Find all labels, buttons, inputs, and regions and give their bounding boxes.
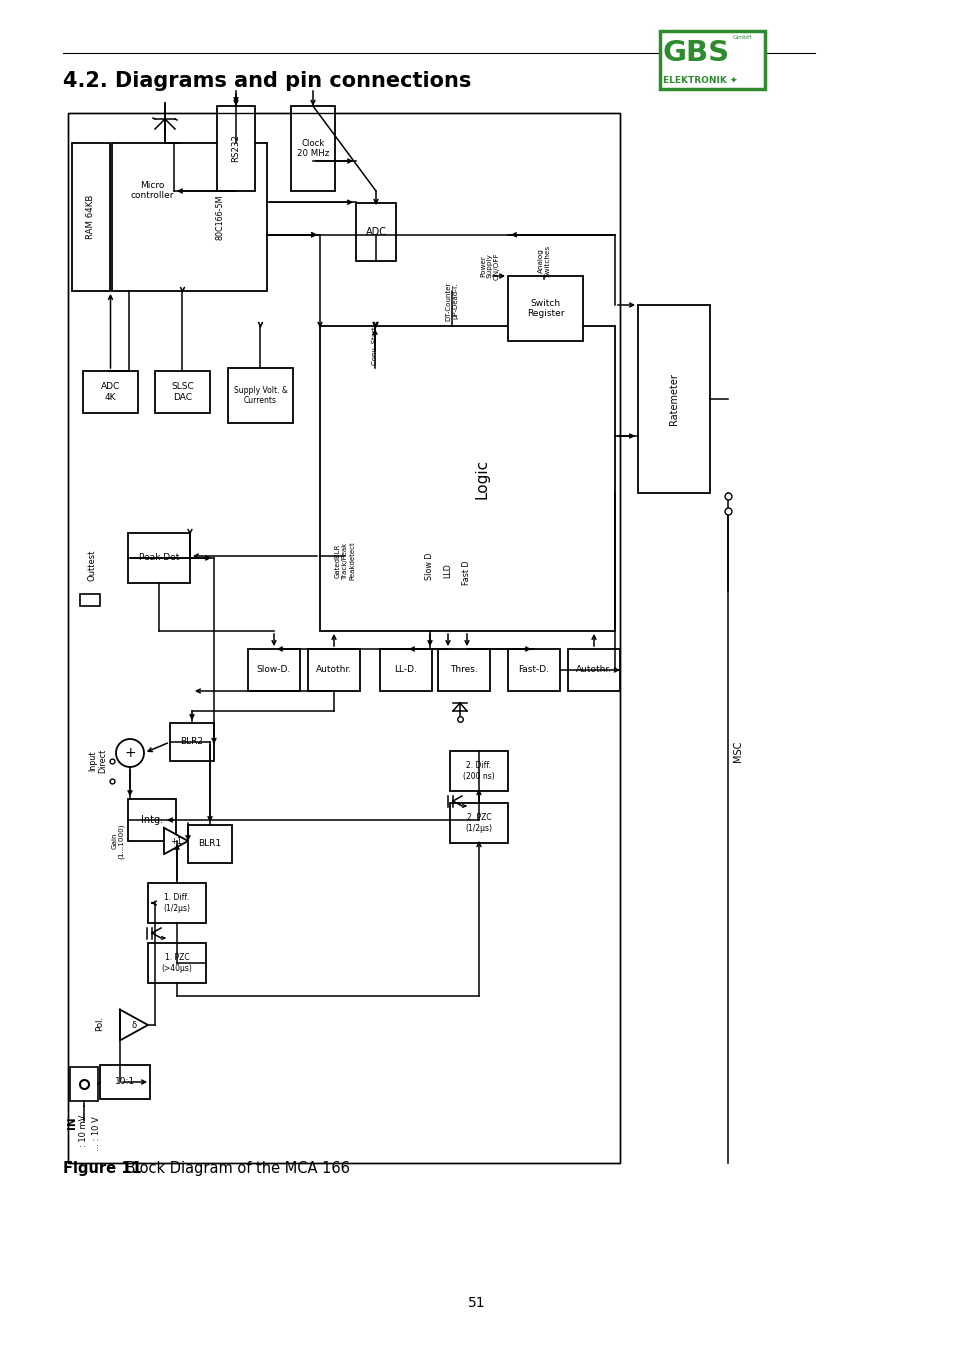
Text: 4.2. Diagrams and pin connections: 4.2. Diagrams and pin connections: [63, 72, 471, 91]
Text: 80C166-5M: 80C166-5M: [215, 195, 225, 239]
Text: Power
Supply
ON/OFF: Power Supply ON/OFF: [479, 253, 499, 280]
Text: Figure 11: Figure 11: [63, 1161, 142, 1175]
Bar: [83, 372, 138, 413]
Text: δ: δ: [132, 1020, 136, 1029]
Bar: [170, 723, 213, 761]
Text: SLSC
DAC: SLSC DAC: [171, 382, 193, 401]
Text: LLD: LLD: [443, 563, 452, 578]
Text: Fast D: Fast D: [462, 561, 471, 585]
Text: Conv. Start: Conv. Start: [372, 327, 377, 365]
Text: Micro
controller: Micro controller: [131, 181, 173, 200]
Text: ... : 10 V: ... : 10 V: [92, 1117, 101, 1151]
Text: MSC: MSC: [732, 740, 742, 762]
Text: ELEKTRONIK ✦: ELEKTRONIK ✦: [662, 76, 737, 85]
Bar: [291, 105, 335, 190]
Bar: [112, 143, 267, 290]
Text: 1. Diff.
(1/2µs): 1. Diff. (1/2µs): [163, 893, 191, 913]
Text: BLR2: BLR2: [180, 738, 203, 747]
Text: Block Diagram of the MCA 166: Block Diagram of the MCA 166: [121, 1161, 350, 1175]
Bar: [507, 648, 559, 690]
Bar: [216, 105, 254, 190]
Text: GmbH: GmbH: [732, 35, 752, 41]
Bar: [308, 648, 359, 690]
Bar: [100, 1065, 150, 1098]
Text: Clock
20 MHz: Clock 20 MHz: [296, 139, 329, 158]
Text: Intg.: Intg.: [141, 815, 163, 825]
Text: Autothr.: Autothr.: [315, 666, 352, 674]
Bar: [507, 276, 582, 340]
Text: IN: IN: [67, 1117, 77, 1129]
Text: ADC
4K: ADC 4K: [101, 382, 120, 401]
Text: Pol.: Pol.: [95, 1016, 105, 1031]
Text: Supply Volt. &
Currents: Supply Volt. & Currents: [233, 386, 287, 405]
Bar: [128, 798, 175, 842]
Bar: [638, 305, 709, 493]
Text: 10:1: 10:1: [114, 1078, 135, 1086]
Text: +1: +1: [170, 836, 182, 846]
Text: 2. PZC
(1/2µs): 2. PZC (1/2µs): [465, 813, 492, 832]
Bar: [319, 326, 615, 631]
Text: Input
Direct: Input Direct: [89, 748, 108, 773]
Polygon shape: [164, 828, 188, 854]
Text: Thres.: Thres.: [450, 666, 477, 674]
Text: RAM 64KB: RAM 64KB: [87, 195, 95, 239]
Text: Outtest: Outtest: [88, 550, 96, 581]
Bar: [355, 203, 395, 261]
Bar: [68, 113, 619, 1163]
Text: 1. PZC
(>40µs): 1. PZC (>40µs): [161, 954, 193, 973]
Text: Autothr.: Autothr.: [576, 666, 612, 674]
Text: Switch
Register: Switch Register: [526, 299, 563, 319]
Text: Fast-D.: Fast-D.: [518, 666, 549, 674]
Text: GBS: GBS: [662, 39, 729, 68]
Text: Logic: Logic: [475, 458, 489, 499]
Text: Slow-D.: Slow-D.: [256, 666, 291, 674]
Text: 51: 51: [468, 1296, 485, 1310]
Bar: [154, 372, 210, 413]
Bar: [148, 884, 206, 923]
Bar: [437, 648, 490, 690]
Bar: [70, 1067, 98, 1101]
Bar: [80, 594, 100, 607]
Bar: [228, 367, 293, 423]
Bar: [450, 751, 507, 790]
Text: DT-Counter
µP-Dead-T.: DT-Counter µP-Dead-T.: [445, 281, 458, 320]
Text: LL-D.: LL-D.: [395, 666, 417, 674]
Text: Peak Det: Peak Det: [139, 554, 179, 562]
Bar: [450, 802, 507, 843]
Text: +: +: [124, 746, 135, 761]
Bar: [71, 143, 110, 290]
Text: : 10 mV: : 10 mV: [79, 1115, 89, 1147]
Text: 2. Diff.
(200 ns): 2. Diff. (200 ns): [462, 762, 495, 781]
Text: Gain
(1...1000): Gain (1...1000): [112, 823, 125, 859]
Text: Analog
Switches: Analog Switches: [537, 245, 550, 277]
Bar: [248, 648, 299, 690]
Text: Slow D: Slow D: [425, 553, 434, 580]
Bar: [188, 825, 232, 863]
Polygon shape: [120, 1009, 148, 1040]
Text: GatedBLR
Track/Peak
Peakdetect: GatedBLR Track/Peak Peakdetect: [335, 542, 355, 581]
Text: Ratemeter: Ratemeter: [668, 373, 679, 426]
Bar: [68, 113, 619, 1163]
Text: RS232: RS232: [232, 135, 240, 162]
Text: ADC: ADC: [365, 227, 386, 236]
Bar: [659, 31, 764, 89]
Bar: [379, 648, 432, 690]
Bar: [128, 534, 190, 584]
Bar: [567, 648, 619, 690]
Bar: [148, 943, 206, 984]
Text: BLR1: BLR1: [198, 839, 221, 848]
